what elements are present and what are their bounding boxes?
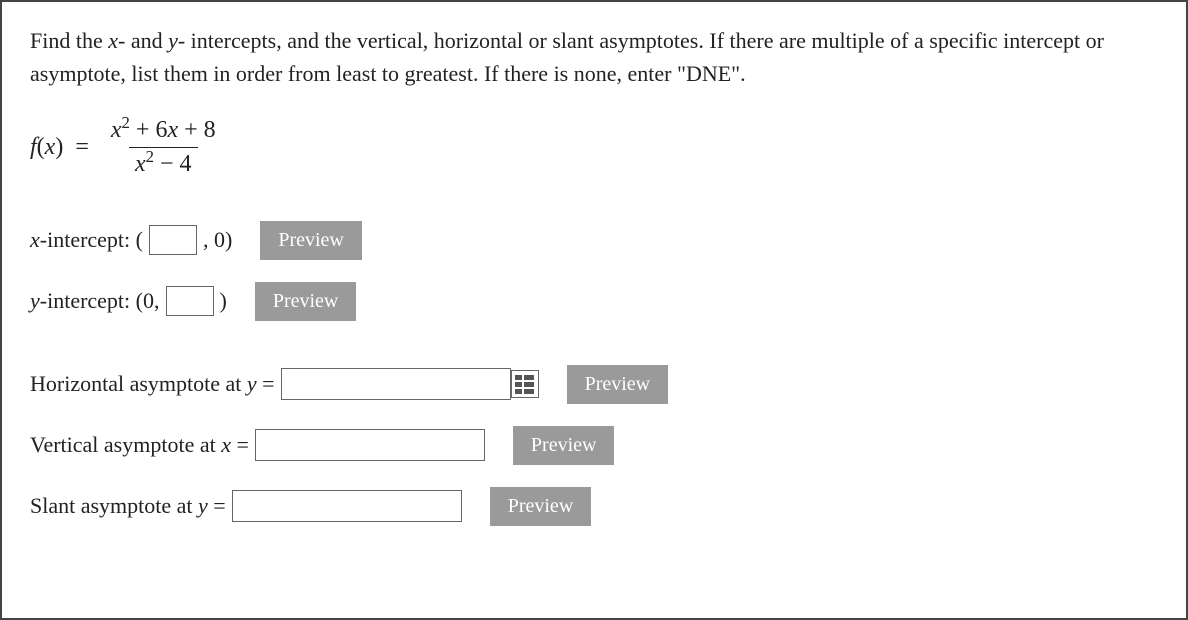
y-intercept-suffix: ) [220, 288, 227, 314]
horizontal-asymptote-row: Horizontal asymptote at y = Preview [30, 365, 1158, 404]
y-intercept-row: y-intercept: (0, ) Preview [30, 282, 1158, 321]
keypad-icon[interactable] [511, 370, 539, 398]
slant-asymptote-input[interactable] [232, 490, 462, 522]
horizontal-asymptote-preview-button[interactable]: Preview [567, 365, 669, 404]
horizontal-asymptote-input[interactable] [281, 368, 511, 400]
y-intercept-preview-button[interactable]: Preview [255, 282, 357, 321]
question-instructions: Find the x- and y- intercepts, and the v… [30, 24, 1158, 90]
x-intercept-preview-button[interactable]: Preview [260, 221, 362, 260]
y-intercept-input[interactable] [166, 286, 214, 316]
vertical-asymptote-row: Vertical asymptote at x = Preview [30, 426, 1158, 465]
vertical-asymptote-input[interactable] [255, 429, 485, 461]
vertical-asymptote-preview-button[interactable]: Preview [513, 426, 615, 465]
x-intercept-suffix: , 0) [203, 227, 232, 253]
x-intercept-input[interactable] [149, 225, 197, 255]
slant-asymptote-row: Slant asymptote at y = Preview [30, 487, 1158, 526]
x-intercept-row: x-intercept: ( , 0) Preview [30, 221, 1158, 260]
function-definition: f(x) = x2 + 6x + 8 x2 − 4 [30, 116, 1158, 179]
slant-asymptote-preview-button[interactable]: Preview [490, 487, 592, 526]
question-container: Find the x- and y- intercepts, and the v… [0, 0, 1188, 620]
